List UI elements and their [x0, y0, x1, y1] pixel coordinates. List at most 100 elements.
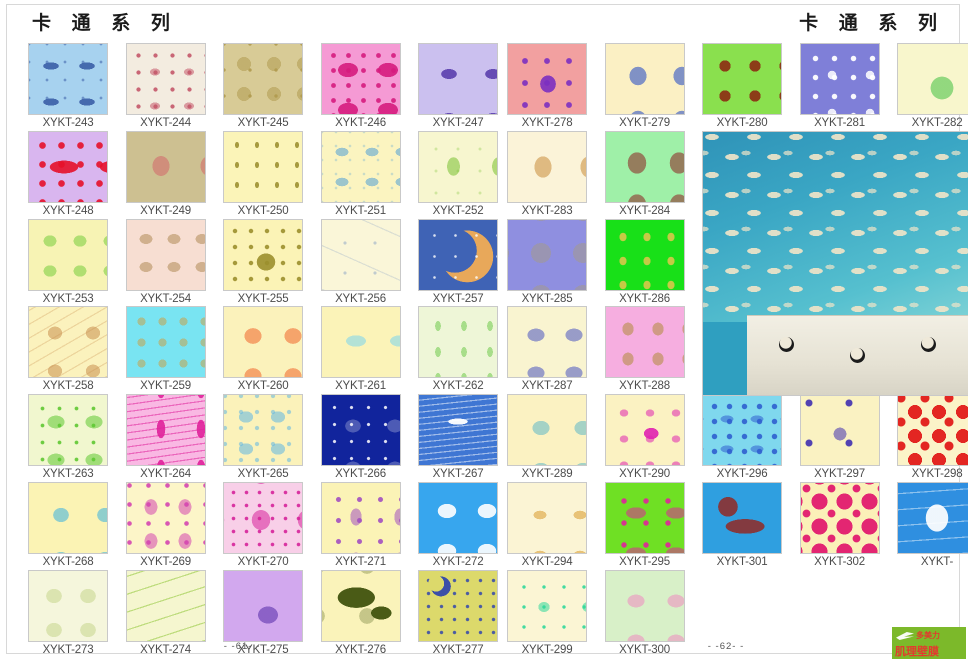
- pattern-swatch[interactable]: [507, 218, 587, 291]
- pattern-cell[interactable]: XYKT-279: [604, 43, 685, 133]
- pattern-cell[interactable]: XYKT-263: [28, 394, 108, 484]
- pattern-swatch[interactable]: [702, 482, 782, 554]
- pattern-cell[interactable]: XYKT-275: [223, 569, 303, 660]
- pattern-cell[interactable]: XYKT-264: [125, 394, 206, 484]
- pattern-cell[interactable]: XYKT-255: [223, 218, 303, 309]
- pattern-cell[interactable]: XYKT-254: [125, 218, 206, 309]
- pattern-swatch[interactable]: [799, 43, 880, 115]
- pattern-cell[interactable]: XYKT-251: [320, 130, 401, 221]
- pattern-cell[interactable]: XYKT-265: [223, 394, 303, 484]
- pattern-cell[interactable]: XYKT-284: [604, 130, 685, 221]
- pattern-cell[interactable]: XYKT-248: [28, 130, 108, 221]
- pattern-cell[interactable]: XYKT-277: [418, 569, 498, 660]
- pattern-swatch[interactable]: [604, 569, 685, 642]
- pattern-swatch[interactable]: [604, 130, 685, 203]
- pattern-cell[interactable]: XYKT-244: [125, 43, 206, 133]
- pattern-swatch[interactable]: [320, 569, 401, 642]
- pattern-cell[interactable]: XYKT-281: [799, 43, 880, 133]
- pattern-swatch[interactable]: [223, 218, 303, 291]
- pattern-swatch[interactable]: [897, 482, 968, 554]
- pattern-cell[interactable]: XYKT-266: [320, 394, 401, 484]
- pattern-swatch[interactable]: [507, 394, 587, 467]
- pattern-swatch[interactable]: [28, 482, 108, 554]
- pattern-swatch[interactable]: [604, 43, 685, 115]
- pattern-cell[interactable]: XYKT-: [897, 482, 968, 572]
- pattern-swatch[interactable]: [223, 130, 303, 203]
- pattern-swatch[interactable]: [507, 130, 587, 203]
- pattern-swatch[interactable]: [223, 43, 303, 115]
- pattern-cell[interactable]: XYKT-297: [799, 394, 880, 484]
- pattern-swatch[interactable]: [507, 482, 587, 554]
- pattern-swatch[interactable]: [604, 218, 685, 291]
- pattern-swatch[interactable]: [125, 130, 206, 203]
- pattern-swatch[interactable]: [418, 43, 498, 115]
- pattern-cell[interactable]: XYKT-268: [28, 482, 108, 572]
- pattern-swatch[interactable]: [320, 43, 401, 115]
- pattern-swatch[interactable]: [604, 482, 685, 554]
- pattern-cell[interactable]: XYKT-259: [125, 306, 206, 396]
- pattern-swatch[interactable]: [28, 43, 108, 115]
- pattern-swatch[interactable]: [418, 394, 498, 467]
- pattern-swatch[interactable]: [897, 43, 968, 115]
- pattern-cell[interactable]: XYKT-260: [223, 306, 303, 396]
- pattern-swatch[interactable]: [125, 394, 206, 467]
- pattern-cell[interactable]: XYKT-289: [507, 394, 587, 484]
- pattern-cell[interactable]: XYKT-299: [507, 569, 587, 660]
- pattern-swatch[interactable]: [507, 306, 587, 379]
- pattern-swatch[interactable]: [125, 482, 206, 554]
- pattern-cell[interactable]: XYKT-258: [28, 306, 108, 396]
- pattern-cell[interactable]: XYKT-296: [702, 394, 782, 484]
- pattern-swatch[interactable]: [320, 130, 401, 203]
- pattern-cell[interactable]: XYKT-249: [125, 130, 206, 221]
- pattern-swatch[interactable]: [507, 43, 587, 115]
- pattern-cell[interactable]: XYKT-273: [28, 569, 108, 660]
- pattern-swatch[interactable]: [320, 218, 401, 291]
- pattern-cell[interactable]: XYKT-280: [702, 43, 782, 133]
- pattern-cell[interactable]: XYKT-283: [507, 130, 587, 221]
- pattern-swatch[interactable]: [897, 394, 968, 467]
- pattern-swatch[interactable]: [320, 306, 401, 379]
- pattern-cell[interactable]: XYKT-286: [604, 218, 685, 309]
- pattern-cell[interactable]: XYKT-271: [320, 482, 401, 572]
- pattern-swatch[interactable]: [223, 482, 303, 554]
- pattern-cell[interactable]: XYKT-287: [507, 306, 587, 396]
- pattern-swatch[interactable]: [702, 43, 782, 115]
- pattern-swatch[interactable]: [418, 130, 498, 203]
- pattern-swatch[interactable]: [799, 394, 880, 467]
- pattern-swatch[interactable]: [702, 394, 782, 467]
- pattern-swatch[interactable]: [418, 569, 498, 642]
- pattern-cell[interactable]: XYKT-253: [28, 218, 108, 309]
- pattern-swatch[interactable]: [320, 394, 401, 467]
- pattern-swatch[interactable]: [223, 394, 303, 467]
- pattern-cell[interactable]: XYKT-300: [604, 569, 685, 660]
- pattern-swatch[interactable]: [125, 43, 206, 115]
- pattern-swatch[interactable]: [125, 218, 206, 291]
- pattern-swatch[interactable]: [418, 482, 498, 554]
- pattern-cell[interactable]: XYKT-272: [418, 482, 498, 572]
- pattern-swatch[interactable]: [28, 306, 108, 379]
- pattern-cell[interactable]: XYKT-256: [320, 218, 401, 309]
- pattern-swatch[interactable]: [28, 394, 108, 467]
- pattern-swatch[interactable]: [799, 482, 880, 554]
- pattern-swatch[interactable]: [223, 569, 303, 642]
- pattern-cell[interactable]: XYKT-247: [418, 43, 498, 133]
- pattern-cell[interactable]: XYKT-301: [702, 482, 782, 572]
- pattern-cell[interactable]: XYKT-270: [223, 482, 303, 572]
- pattern-swatch[interactable]: [604, 306, 685, 379]
- pattern-cell[interactable]: XYKT-274: [125, 569, 206, 660]
- pattern-cell[interactable]: XYKT-294: [507, 482, 587, 572]
- pattern-cell[interactable]: XYKT-267: [418, 394, 498, 484]
- pattern-swatch[interactable]: [507, 569, 587, 642]
- pattern-cell[interactable]: XYKT-257: [418, 218, 498, 309]
- pattern-swatch[interactable]: [28, 218, 108, 291]
- pattern-swatch[interactable]: [604, 394, 685, 467]
- pattern-cell[interactable]: XYKT-245: [223, 43, 303, 133]
- pattern-cell[interactable]: XYKT-302: [799, 482, 880, 572]
- pattern-swatch[interactable]: [223, 306, 303, 379]
- pattern-swatch[interactable]: [320, 482, 401, 554]
- pattern-swatch[interactable]: [125, 306, 206, 379]
- pattern-cell[interactable]: XYKT-269: [125, 482, 206, 572]
- pattern-cell[interactable]: XYKT-276: [320, 569, 401, 660]
- pattern-swatch[interactable]: [418, 306, 498, 379]
- pattern-cell[interactable]: XYKT-246: [320, 43, 401, 133]
